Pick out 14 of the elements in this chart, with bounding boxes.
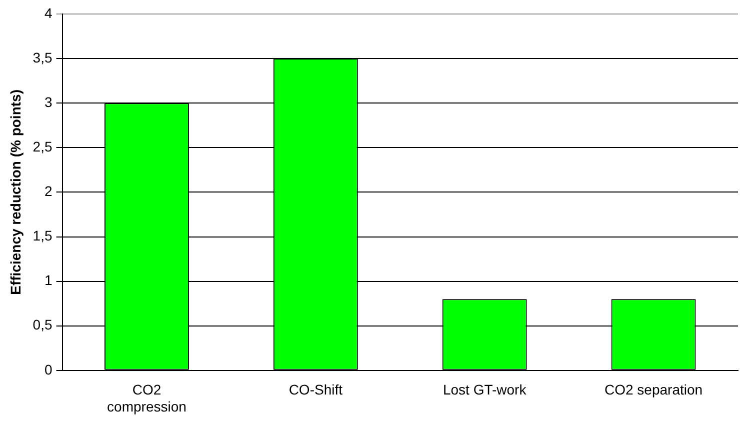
y-tick-label: 2 (44, 183, 52, 200)
y-tick-label: 2,5 (32, 138, 52, 155)
y-axis-title: Efficiency reduction (% points) (7, 90, 24, 295)
x-tick-label: CO2 separation (604, 382, 703, 398)
x-tick-label: CO-Shift (288, 382, 343, 398)
y-tick-label: 3 (44, 94, 52, 110)
y-tick-label: 4 (44, 4, 52, 21)
x-tick-label: Lost GT-work (442, 382, 528, 398)
y-tick-label: 1 (44, 272, 52, 288)
y-tick-label: 0,5 (32, 316, 52, 333)
y-tick-label: 0 (44, 361, 52, 378)
y-tick-label: 3,5 (32, 49, 52, 66)
y-tick-label: 1,5 (32, 228, 52, 244)
x-tick-label: CO2 compression (107, 382, 186, 414)
